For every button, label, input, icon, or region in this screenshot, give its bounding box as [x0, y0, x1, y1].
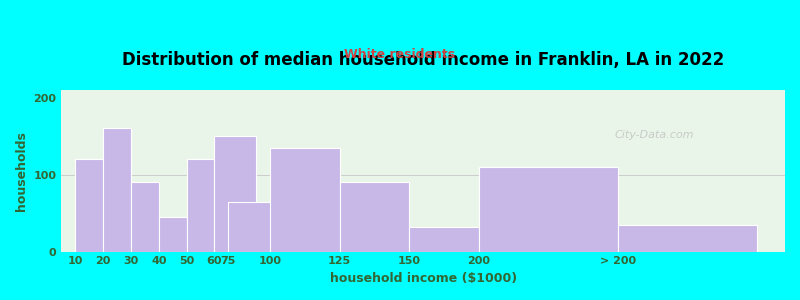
- Bar: [618, 225, 757, 252]
- X-axis label: household income ($1000): household income ($1000): [330, 272, 517, 285]
- Bar: [75, 159, 103, 252]
- Text: City-Data.com: City-Data.com: [615, 130, 694, 140]
- Bar: [214, 136, 256, 252]
- Bar: [186, 159, 214, 252]
- Bar: [131, 182, 159, 252]
- Bar: [410, 227, 479, 252]
- Bar: [270, 148, 340, 252]
- Bar: [479, 167, 618, 252]
- Text: White residents: White residents: [345, 47, 455, 61]
- Bar: [340, 182, 410, 252]
- Title: Distribution of median household income in Franklin, LA in 2022: Distribution of median household income …: [122, 51, 724, 69]
- Bar: [228, 202, 298, 252]
- Bar: [103, 128, 131, 252]
- Y-axis label: households: households: [15, 131, 28, 211]
- Bar: [159, 217, 186, 252]
